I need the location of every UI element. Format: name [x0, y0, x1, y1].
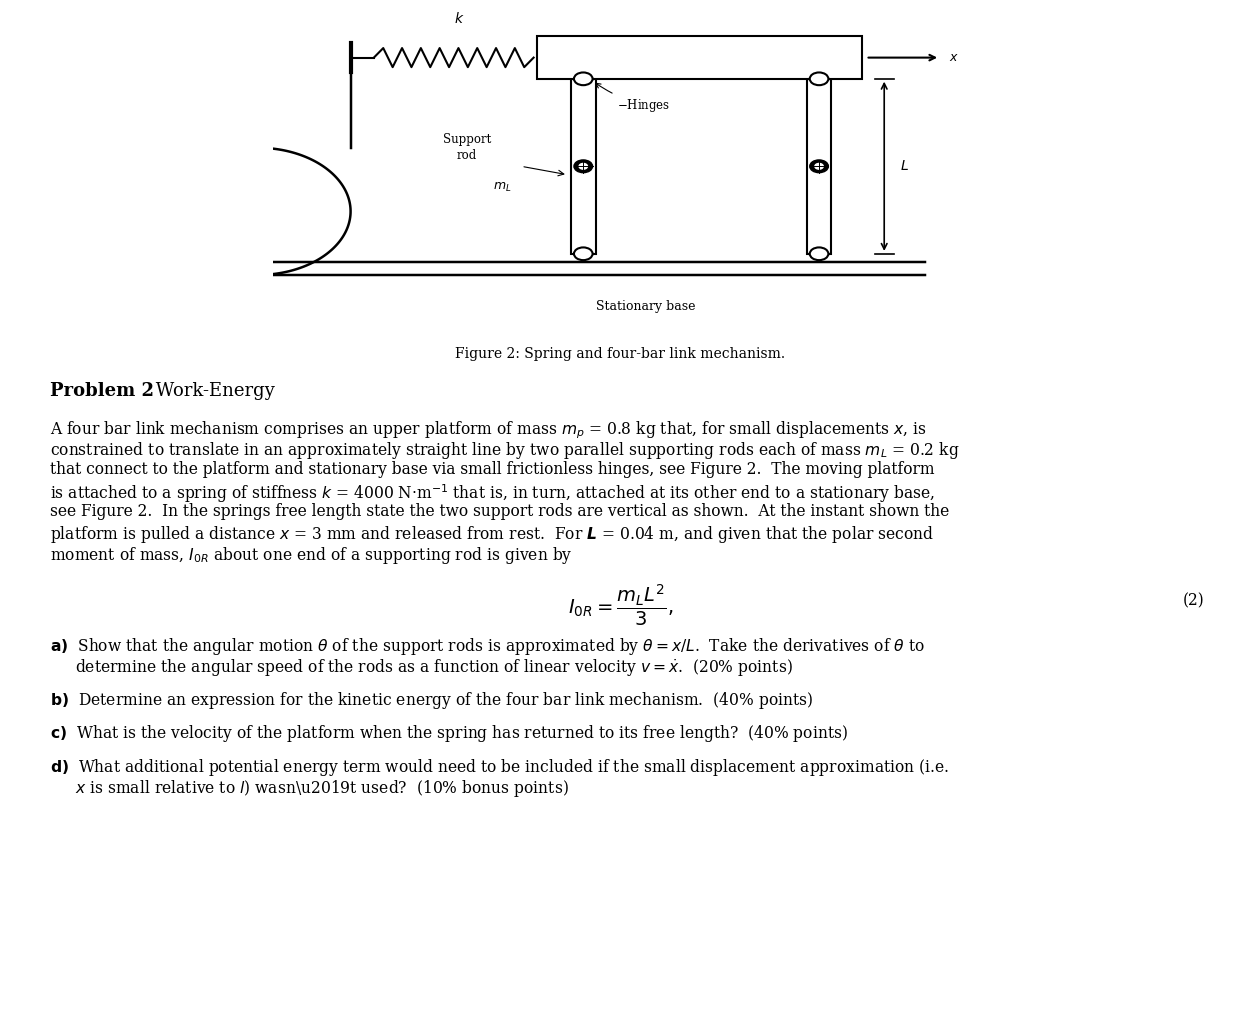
Text: $I_{0R} = \dfrac{m_L L^2}{3},$: $I_{0R} = \dfrac{m_L L^2}{3},$: [568, 582, 674, 627]
Text: Support: Support: [443, 133, 491, 147]
Circle shape: [815, 163, 823, 169]
Text: $m_p$: $m_p$: [745, 49, 763, 64]
Text: that connect to the platform and stationary base via small frictionless hinges, : that connect to the platform and station…: [50, 461, 934, 478]
Circle shape: [809, 247, 829, 260]
Text: Work-Energy: Work-Energy: [150, 382, 274, 400]
Text: $-$Hinges: $-$Hinges: [596, 83, 670, 114]
Text: $m_L$: $m_L$: [494, 181, 511, 194]
Text: moment of mass, $I_{0R}$ about one end of a supporting rod is given by: moment of mass, $I_{0R}$ about one end o…: [50, 545, 572, 566]
Bar: [536, 37, 862, 79]
Text: is attached to a spring of stiffness $k$ = 4000 N$\cdot$m$^{-1}$ that is, in tur: is attached to a spring of stiffness $k$…: [50, 482, 934, 504]
Text: rod: rod: [457, 150, 477, 162]
Circle shape: [573, 160, 593, 172]
Text: Problem 2: Problem 2: [50, 382, 154, 400]
Text: see Figure 2.  In the springs free length state the two support rods are vertica: see Figure 2. In the springs free length…: [50, 503, 949, 520]
Text: determine the angular speed of the rods as a function of linear velocity $v = \d: determine the angular speed of the rods …: [76, 657, 793, 680]
Text: (2): (2): [1183, 592, 1205, 609]
Text: $x$: $x$: [949, 51, 959, 65]
Text: $x$ is small relative to $l$) wasn\u2019t used?  (10% bonus points): $x$ is small relative to $l$) wasn\u2019…: [76, 778, 570, 798]
Text: Stationary base: Stationary base: [596, 300, 695, 314]
Circle shape: [573, 73, 593, 85]
Text: platform is pulled a distance $x$ = 3 mm and released from rest.  For $\boldsymb: platform is pulled a distance $x$ = 3 mm…: [50, 524, 934, 545]
Circle shape: [809, 160, 829, 172]
Text: $\mathbf{c)}$  What is the velocity of the platform when the spring has returned: $\mathbf{c)}$ What is the velocity of th…: [50, 724, 848, 744]
Text: $\mathbf{b)}$  Determine an expression for the kinetic energy of the four bar li: $\mathbf{b)}$ Determine an expression fo…: [50, 691, 813, 711]
Circle shape: [809, 73, 829, 85]
Circle shape: [580, 163, 587, 169]
Text: A four bar link mechanism comprises an upper platform of mass $m_p$ = 0.8 kg tha: A four bar link mechanism comprises an u…: [50, 419, 926, 441]
Text: $\mathbf{d)}$  What additional potential energy term would need to be included i: $\mathbf{d)}$ What additional potential …: [50, 756, 949, 778]
Text: Platform: Platform: [644, 50, 699, 64]
Text: $\mathbf{a)}$  Show that the angular motion $\theta$ of the support rods is appr: $\mathbf{a)}$ Show that the angular moti…: [50, 637, 925, 657]
Circle shape: [573, 247, 593, 260]
Bar: [807, 79, 831, 254]
Text: $L$: $L$: [900, 159, 908, 173]
Bar: [571, 79, 596, 254]
Text: Figure 2: Spring and four-bar link mechanism.: Figure 2: Spring and four-bar link mecha…: [455, 346, 786, 361]
Text: $k$: $k$: [454, 11, 464, 26]
Text: constrained to translate in an approximately straight line by two parallel suppo: constrained to translate in an approxima…: [50, 440, 959, 461]
